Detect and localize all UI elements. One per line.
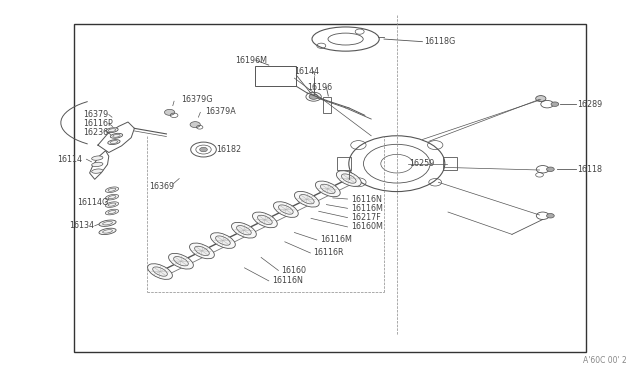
Text: 16196: 16196 <box>307 83 332 92</box>
Text: 16369: 16369 <box>149 182 174 190</box>
Ellipse shape <box>342 174 356 183</box>
Text: 16116N: 16116N <box>272 276 303 285</box>
Bar <box>443 157 457 170</box>
Ellipse shape <box>99 228 116 235</box>
Text: 16116M: 16116M <box>320 235 352 244</box>
Text: 16196M: 16196M <box>236 56 268 65</box>
Ellipse shape <box>92 169 103 173</box>
Ellipse shape <box>110 133 123 138</box>
Text: 16144: 16144 <box>294 67 319 76</box>
Ellipse shape <box>278 205 293 214</box>
Text: 16114G: 16114G <box>77 198 108 207</box>
Ellipse shape <box>189 243 214 259</box>
Ellipse shape <box>316 181 340 197</box>
Text: 16259: 16259 <box>410 159 435 168</box>
Text: 16182: 16182 <box>216 145 241 154</box>
Ellipse shape <box>173 257 188 266</box>
Ellipse shape <box>168 253 193 269</box>
Ellipse shape <box>99 220 116 227</box>
Ellipse shape <box>337 171 361 186</box>
Text: 16289: 16289 <box>577 100 602 109</box>
Ellipse shape <box>106 187 118 193</box>
Ellipse shape <box>253 212 277 228</box>
Text: 16160: 16160 <box>282 266 307 275</box>
Ellipse shape <box>92 156 103 160</box>
Bar <box>337 157 351 170</box>
Text: 16160M: 16160M <box>351 222 383 231</box>
Text: 16217F: 16217F <box>351 213 380 222</box>
Ellipse shape <box>148 264 172 279</box>
Text: 16116M: 16116M <box>351 204 383 213</box>
Text: 16116N: 16116N <box>351 195 381 203</box>
Bar <box>255 66 296 86</box>
Text: 16379A: 16379A <box>205 107 236 116</box>
Ellipse shape <box>294 191 319 207</box>
Ellipse shape <box>92 162 103 167</box>
Circle shape <box>200 147 207 152</box>
Text: 16379G: 16379G <box>181 95 212 104</box>
Text: 16118: 16118 <box>577 165 602 174</box>
Circle shape <box>309 94 318 99</box>
Ellipse shape <box>257 215 272 225</box>
Ellipse shape <box>106 209 118 215</box>
Bar <box>74 24 586 352</box>
Circle shape <box>164 109 175 115</box>
Text: 16134: 16134 <box>69 221 94 230</box>
Bar <box>323 97 331 113</box>
Text: 16379: 16379 <box>83 110 108 119</box>
Ellipse shape <box>106 194 118 200</box>
Ellipse shape <box>216 236 230 245</box>
Circle shape <box>190 122 200 128</box>
Text: 16118G: 16118G <box>424 37 455 46</box>
Circle shape <box>547 214 554 218</box>
Ellipse shape <box>232 222 256 238</box>
Ellipse shape <box>321 184 335 193</box>
Text: 16236: 16236 <box>83 128 108 137</box>
Ellipse shape <box>195 246 209 256</box>
Circle shape <box>536 96 546 102</box>
Text: A'60C 00' 2: A'60C 00' 2 <box>584 356 627 365</box>
Ellipse shape <box>273 202 298 217</box>
Ellipse shape <box>106 128 118 133</box>
Circle shape <box>547 167 554 171</box>
Ellipse shape <box>211 233 236 248</box>
Ellipse shape <box>300 195 314 204</box>
Text: 16116R: 16116R <box>314 248 344 257</box>
Circle shape <box>551 102 559 106</box>
Ellipse shape <box>153 267 167 276</box>
Ellipse shape <box>106 202 118 208</box>
Text: 16114: 16114 <box>58 155 83 164</box>
Text: 16116P: 16116P <box>83 119 113 128</box>
Ellipse shape <box>108 140 120 145</box>
Ellipse shape <box>237 225 252 235</box>
